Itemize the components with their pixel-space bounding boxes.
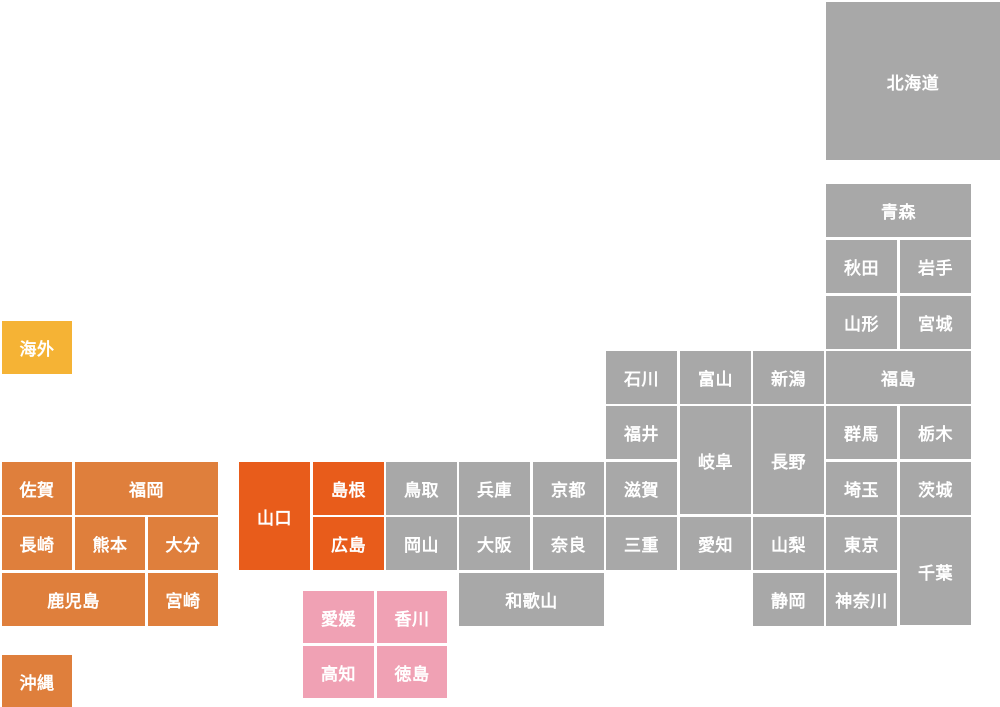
region-overseas[interactable]: 海外	[2, 321, 72, 374]
pref-osaka[interactable]: 大阪	[459, 517, 530, 570]
pref-wakayama[interactable]: 和歌山	[459, 573, 604, 626]
pref-miyagi[interactable]: 宮城	[900, 296, 971, 349]
pref-kanagawa[interactable]: 神奈川	[826, 573, 897, 626]
pref-yamanashi[interactable]: 山梨	[753, 517, 824, 570]
pref-nagasaki[interactable]: 長崎	[2, 517, 72, 570]
pref-hokkaido[interactable]: 北海道	[826, 2, 1000, 160]
pref-fukui[interactable]: 福井	[606, 406, 677, 459]
pref-toyama[interactable]: 富山	[680, 351, 751, 404]
pref-chiba[interactable]: 千葉	[900, 517, 971, 625]
pref-fukushima[interactable]: 福島	[826, 351, 971, 404]
pref-yamaguchi[interactable]: 山口	[239, 462, 310, 570]
pref-hyogo[interactable]: 兵庫	[459, 462, 530, 515]
pref-gunma[interactable]: 群馬	[826, 406, 897, 459]
pref-kagawa[interactable]: 香川	[377, 591, 447, 643]
pref-shizuoka[interactable]: 静岡	[753, 573, 824, 626]
pref-kochi[interactable]: 高知	[303, 646, 374, 698]
pref-nagano[interactable]: 長野	[753, 406, 824, 514]
pref-miyazaki[interactable]: 宮崎	[148, 573, 218, 626]
pref-aomori[interactable]: 青森	[826, 184, 971, 237]
pref-aichi[interactable]: 愛知	[680, 517, 751, 570]
pref-yamagata[interactable]: 山形	[826, 296, 897, 349]
pref-ibaraki[interactable]: 茨城	[900, 462, 971, 515]
pref-nara[interactable]: 奈良	[533, 517, 604, 570]
pref-ehime[interactable]: 愛媛	[303, 591, 374, 643]
pref-tottori[interactable]: 鳥取	[386, 462, 457, 515]
pref-tokushima[interactable]: 徳島	[377, 646, 447, 698]
pref-fukuoka[interactable]: 福岡	[75, 462, 218, 515]
pref-ishikawa[interactable]: 石川	[606, 351, 677, 404]
pref-akita[interactable]: 秋田	[826, 240, 897, 293]
pref-okayama[interactable]: 岡山	[386, 517, 457, 570]
pref-kumamoto[interactable]: 熊本	[75, 517, 145, 570]
pref-niigata[interactable]: 新潟	[753, 351, 824, 404]
pref-saga[interactable]: 佐賀	[2, 462, 72, 515]
pref-shiga[interactable]: 滋賀	[606, 462, 677, 515]
pref-saitama[interactable]: 埼玉	[826, 462, 897, 515]
pref-tokyo[interactable]: 東京	[826, 517, 897, 570]
pref-mie[interactable]: 三重	[606, 517, 677, 570]
pref-hiroshima[interactable]: 広島	[313, 517, 384, 570]
pref-shimane[interactable]: 島根	[313, 462, 384, 515]
pref-kyoto[interactable]: 京都	[533, 462, 604, 515]
pref-iwate[interactable]: 岩手	[900, 240, 971, 293]
pref-okinawa[interactable]: 沖縄	[2, 655, 72, 707]
pref-gifu[interactable]: 岐阜	[680, 406, 751, 514]
pref-oita[interactable]: 大分	[148, 517, 218, 570]
pref-tochigi[interactable]: 栃木	[900, 406, 971, 459]
pref-kagoshima[interactable]: 鹿児島	[2, 573, 145, 626]
